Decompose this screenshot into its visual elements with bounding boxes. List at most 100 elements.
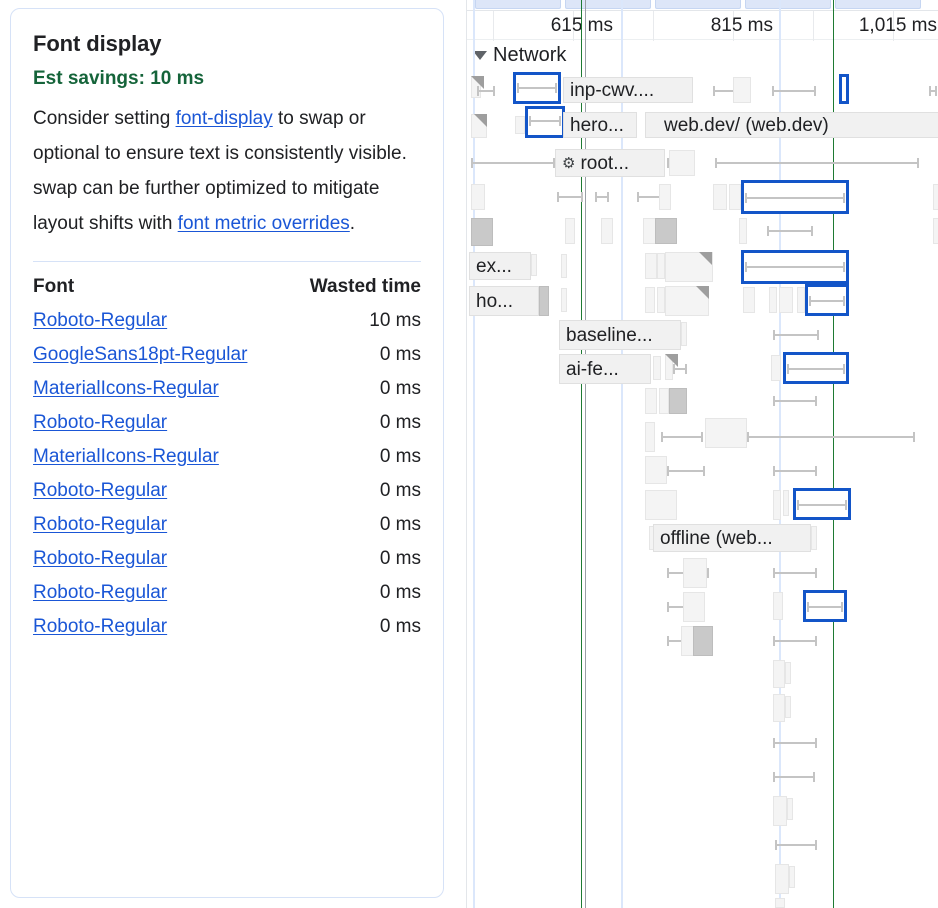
event-block[interactable] [659,388,669,414]
event-block[interactable] [659,184,671,210]
event-block[interactable] [771,355,781,381]
event-block[interactable] [565,218,575,244]
event-block[interactable] [783,490,789,516]
chevron-down-icon[interactable] [473,51,487,60]
waterfall-row[interactable] [467,898,938,908]
waterfall-row[interactable] [467,418,938,456]
network-waterfall[interactable]: inp-cwv.... hero... web.dev/ (web.dev) [467,0,938,908]
waterfall-row[interactable] [467,218,938,252]
event-block[interactable] [655,218,677,244]
event-block[interactable] [769,287,777,313]
font-resource-link[interactable]: Roboto-Regular [33,480,168,501]
waterfall-row[interactable]: ⚙ root... [467,148,938,184]
event-block[interactable] [531,254,537,276]
waterfall-row[interactable] [467,558,938,592]
event-block[interactable] [779,287,793,313]
event-block[interactable] [693,626,713,656]
column-header-font[interactable]: Font [33,276,75,297]
event-block[interactable] [789,866,795,888]
event-block[interactable] [561,288,567,312]
waterfall-row[interactable]: inp-cwv.... [467,72,938,112]
waterfall-row[interactable] [467,660,938,694]
waterfall-row[interactable] [467,590,938,626]
event-block[interactable] [773,490,781,520]
event-block-ho[interactable]: ho... [469,286,539,316]
event-block[interactable] [657,287,665,313]
event-block-webdev[interactable]: web.dev/ (web.dev) [645,112,938,138]
waterfall-row[interactable]: hero... web.dev/ (web.dev) [467,106,938,148]
waterfall-row[interactable] [467,694,938,728]
font-resource-link[interactable]: Roboto-Regular [33,412,168,433]
event-block[interactable] [653,356,661,380]
event-block[interactable] [933,218,938,244]
waterfall-row[interactable] [467,488,938,524]
event-block-hero[interactable]: hero... [563,112,637,138]
event-block[interactable] [645,287,655,313]
event-block[interactable] [785,696,791,718]
event-block[interactable] [705,418,747,448]
event-block[interactable] [645,422,655,452]
waterfall-row[interactable]: ex... [467,250,938,286]
event-block[interactable] [669,150,695,176]
event-block[interactable] [645,456,667,484]
event-block[interactable] [657,253,665,279]
waterfall-row[interactable] [467,180,938,218]
event-block-baseline[interactable]: baseline... [559,320,681,350]
event-block-ex[interactable]: ex... [469,252,531,280]
event-block[interactable] [743,287,755,313]
font-display-doc-link[interactable]: font-display [175,108,273,129]
event-block[interactable] [683,592,705,622]
font-resource-link[interactable]: GoogleSans18pt-Regular [33,344,248,365]
event-block-root[interactable]: ⚙ root... [555,149,665,177]
waterfall-row[interactable] [467,626,938,660]
event-block[interactable] [729,184,741,210]
event-block[interactable] [773,660,785,688]
event-block[interactable] [775,898,785,908]
waterfall-row[interactable] [467,830,938,864]
font-resource-link[interactable]: Roboto-Regular [33,582,168,603]
waterfall-row[interactable] [467,728,938,762]
event-block[interactable] [773,796,787,826]
event-block[interactable] [515,116,525,134]
event-block[interactable] [645,388,657,414]
event-block[interactable] [773,592,783,620]
event-block[interactable] [797,287,805,313]
event-block[interactable] [739,218,747,244]
event-block[interactable] [713,184,727,210]
event-block[interactable] [471,184,485,210]
event-block-ai-fe[interactable]: ai-fe... [559,354,651,384]
event-block[interactable] [601,218,613,244]
event-block[interactable] [645,490,677,520]
event-block[interactable] [787,798,793,820]
waterfall-row[interactable]: baseline... [467,320,938,354]
event-block[interactable] [811,526,817,550]
event-block[interactable] [645,253,657,279]
waterfall-row[interactable]: ho... [467,284,938,320]
event-block[interactable] [785,662,791,684]
font-resource-link[interactable]: Roboto-Regular [33,616,168,637]
event-block-inp-cwv[interactable]: inp-cwv.... [563,77,693,103]
waterfall-row[interactable] [467,456,938,490]
font-metric-overrides-link[interactable]: font metric overrides [177,213,350,234]
font-resource-link[interactable]: MaterialIcons-Regular [33,446,219,467]
font-resource-link[interactable]: Roboto-Regular [33,548,168,569]
font-resource-link[interactable]: Roboto-Regular [33,514,168,535]
event-block[interactable] [539,286,549,316]
waterfall-row[interactable]: ai-fe... [467,352,938,388]
event-block[interactable] [665,286,709,316]
waterfall-row[interactable] [467,388,938,422]
event-block-offline[interactable]: offline (web... [653,524,811,552]
event-block[interactable] [933,184,938,210]
waterfall-row[interactable] [467,762,938,796]
font-resource-link[interactable]: Roboto-Regular [33,310,168,331]
event-block[interactable] [775,864,789,894]
event-block[interactable] [471,218,493,246]
waterfall-row[interactable]: offline (web... [467,524,938,558]
event-block[interactable] [669,388,687,414]
event-block[interactable] [773,694,785,722]
event-block-selected[interactable] [839,74,849,104]
event-block[interactable] [561,254,567,278]
waterfall-row[interactable] [467,796,938,830]
track-header-network[interactable]: Network [473,44,566,67]
waterfall-row[interactable] [467,864,938,898]
